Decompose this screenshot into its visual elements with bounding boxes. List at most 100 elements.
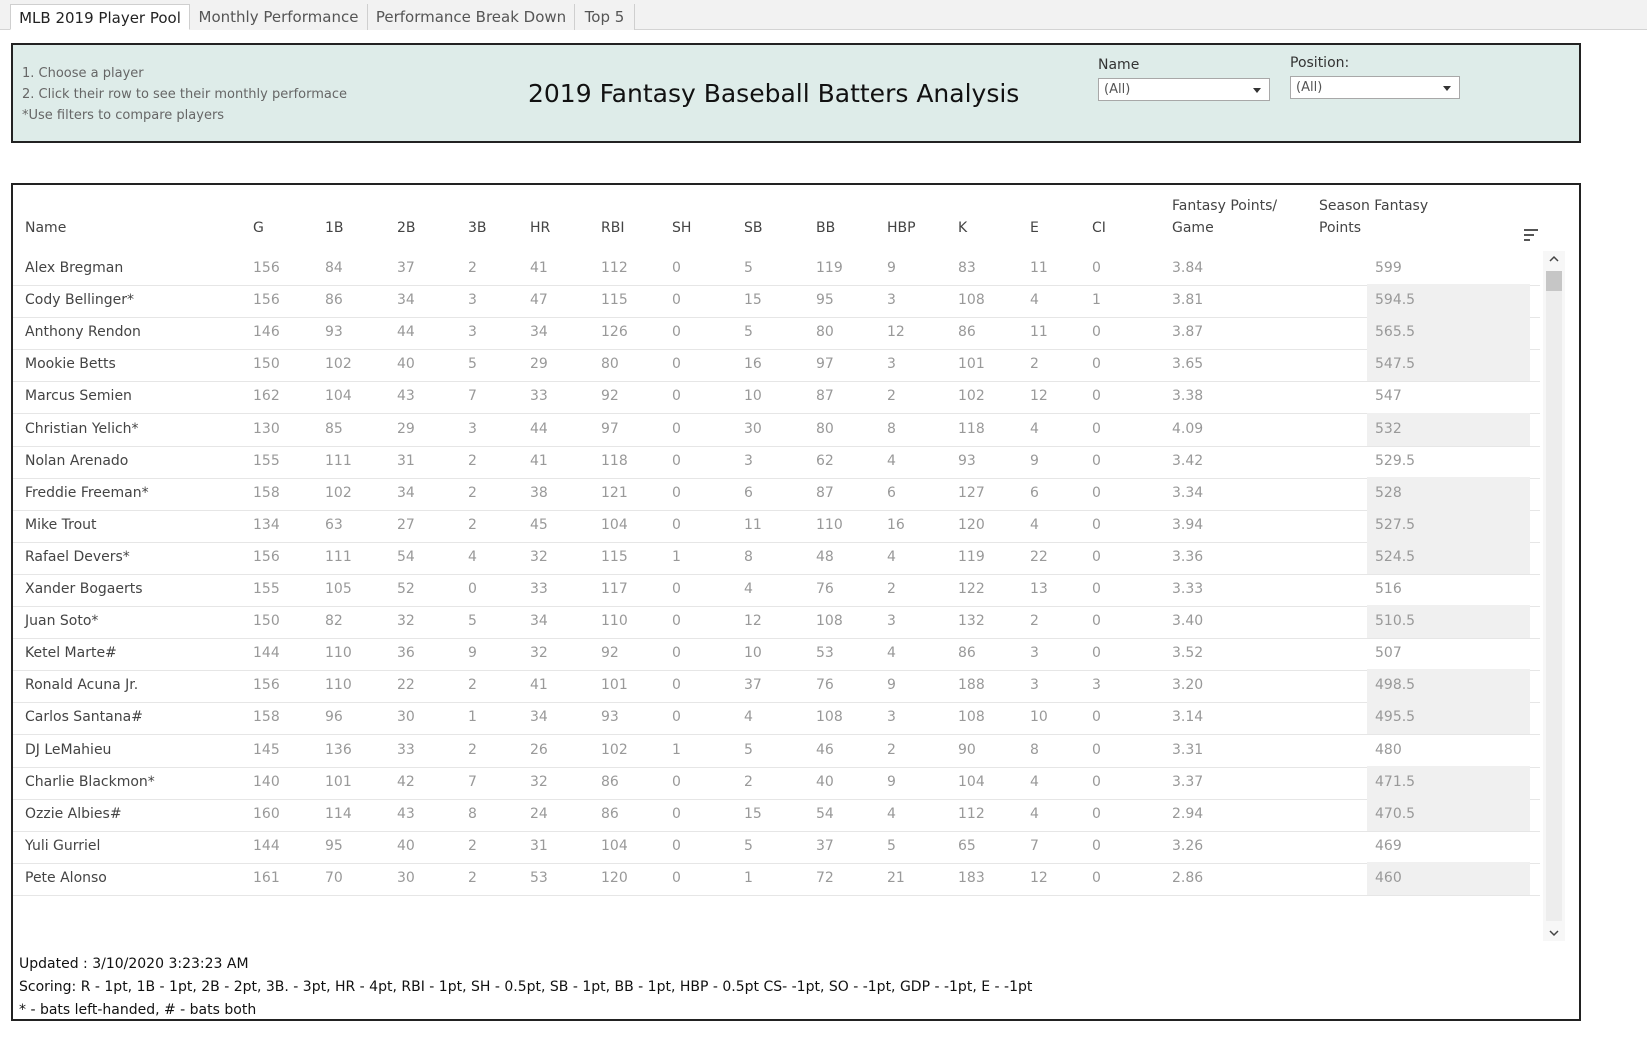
tab-bar: MLB 2019 Player Pool Monthly Performance… xyxy=(0,0,1647,30)
position-filter-dropdown[interactable]: (All) xyxy=(1290,76,1460,99)
cell-g: 156 xyxy=(253,260,280,276)
cell-bb: 76 xyxy=(816,677,834,694)
column-header-1b[interactable]: 1B xyxy=(325,220,344,236)
scroll-up-icon[interactable] xyxy=(1548,253,1560,265)
cell-e: 11 xyxy=(1030,324,1048,341)
table-row[interactable]: Freddie Freeman* 158 102 34 2 38 121 0 6 87 6 127 6 0… xyxy=(13,476,1540,511)
cell-rbi: 115 xyxy=(601,548,628,565)
table-row[interactable]: DJ LeMahieu 145 136 33 2 26 102 1 5 46 2 90 8 0 3.31 48… xyxy=(13,734,1540,768)
cell-2b: 40 xyxy=(397,837,415,854)
cell-fantasy-points-per-game: 3.37 xyxy=(1172,773,1204,790)
column-header-season-line1[interactable]: Season Fantasy xyxy=(1319,198,1429,214)
cell-hbp: 8 xyxy=(887,420,896,437)
table-row[interactable]: Rafael Devers* 156 111 54 4 32 115 1 8 48 4 119 22 0 3… xyxy=(13,540,1540,575)
tab-monthly-performance[interactable]: Monthly Performance xyxy=(190,4,368,30)
cell-rbi: 112 xyxy=(601,260,628,276)
table-row[interactable]: Mike Trout 134 63 27 2 45 104 0 11 110 16 120 4 0 3.94… xyxy=(13,508,1540,543)
cell-sh: 0 xyxy=(672,805,681,822)
column-header-3b[interactable]: 3B xyxy=(468,220,487,236)
cell-3b: 3 xyxy=(468,292,477,309)
cell-sb: 3 xyxy=(744,452,753,469)
table-row[interactable]: Cody Bellinger* 156 86 34 3 47 115 0 15 95 3 108 4 1 3… xyxy=(13,284,1540,319)
table-row[interactable]: Xander Bogaerts 155 105 52 0 33 117 0 4 76 2 122 13 0… xyxy=(13,573,1540,607)
scroll-down-icon[interactable] xyxy=(1548,927,1560,939)
table-row[interactable]: Ronald Acuna Jr. 156 110 22 2 41 101 0 37 76 9 188 3… xyxy=(13,669,1540,704)
cell-ci: 0 xyxy=(1092,516,1101,533)
scroll-thumb[interactable] xyxy=(1546,271,1562,291)
cell-ci: 0 xyxy=(1092,356,1101,373)
cell-sb: 15 xyxy=(744,292,762,309)
cell-2b: 40 xyxy=(397,356,415,373)
cell-season-fantasy-points: 495.5 xyxy=(1367,701,1530,735)
cell-1b: 136 xyxy=(325,741,352,758)
cell-e: 8 xyxy=(1030,741,1039,758)
cell-hr: 29 xyxy=(530,356,548,373)
tab-performance-break-down[interactable]: Performance Break Down xyxy=(368,4,575,30)
dropdown-caret-icon xyxy=(1253,88,1261,93)
column-header-sh[interactable]: SH xyxy=(672,220,692,236)
table-row[interactable]: Mookie Betts 150 102 40 5 29 80 0 16 97 3 101 2 0 3.65… xyxy=(13,348,1540,383)
vertical-scrollbar[interactable] xyxy=(1543,251,1565,941)
cell-g: 158 xyxy=(253,709,280,726)
column-header-ci[interactable]: CI xyxy=(1092,220,1106,236)
column-header-k[interactable]: K xyxy=(958,220,968,236)
column-header-fpg-line1[interactable]: Fantasy Points/ xyxy=(1172,198,1278,214)
table-row[interactable]: Yuli Gurriel 144 95 40 2 31 104 0 5 37 5 65 7 0 3.26 46… xyxy=(13,830,1540,864)
cell-sb: 30 xyxy=(744,420,762,437)
cell-e: 2 xyxy=(1030,613,1039,630)
cell-k: 108 xyxy=(958,292,985,309)
cell-bb: 54 xyxy=(816,805,834,822)
batting-legend: * - bats left-handed, # - bats both xyxy=(19,1002,257,1018)
cell-e: 4 xyxy=(1030,516,1039,533)
cell-fantasy-points-per-game: 2.86 xyxy=(1172,869,1204,886)
cell-hr: 24 xyxy=(530,805,548,822)
name-filter-value: (All) xyxy=(1104,82,1131,97)
cell-fantasy-points-per-game: 3.36 xyxy=(1172,548,1204,565)
column-header-g[interactable]: G xyxy=(253,220,264,236)
table-row[interactable]: Marcus Semien 162 104 43 7 33 92 0 10 87 2 102 12 0 3.… xyxy=(13,380,1540,415)
table-row[interactable]: Pete Alonso 161 70 30 2 53 120 0 1 72 21 183 12 0 2.86… xyxy=(13,861,1540,896)
table-row[interactable]: Alex Bregman 156 84 37 2 41 112 0 5 119 9 83 11 0 3.84… xyxy=(13,252,1540,286)
table-row[interactable]: Juan Soto* 150 82 32 5 34 110 0 12 108 3 132 2 0 3.40 5… xyxy=(13,605,1540,640)
cell-3b: 4 xyxy=(468,548,477,565)
table-row[interactable]: Anthony Rendon 146 93 44 3 34 126 0 5 80 12 86 11 0 3.… xyxy=(13,316,1540,351)
tab-top-5[interactable]: Top 5 xyxy=(575,4,635,30)
cell-name: Marcus Semien xyxy=(25,388,132,405)
table-row[interactable]: Ketel Marte# 144 110 36 9 32 92 0 10 53 4 86 3 0 3.52 5… xyxy=(13,637,1540,672)
cell-name: Pete Alonso xyxy=(25,869,107,886)
column-header-2b[interactable]: 2B xyxy=(397,220,416,236)
column-header-hr[interactable]: HR xyxy=(530,220,551,236)
cell-e: 4 xyxy=(1030,773,1039,790)
table-row[interactable]: Ozzie Albies# 160 114 43 8 24 86 0 15 54 4 112 4 0 2.9… xyxy=(13,797,1540,832)
column-header-season-line2[interactable]: Points xyxy=(1319,220,1362,236)
table-row[interactable]: Charlie Blackmon* 140 101 42 7 32 86 0 2 40 9 104 4 0… xyxy=(13,765,1540,800)
table-row[interactable]: Nolan Arenado 155 111 31 2 41 118 0 3 62 4 93 9 0 3.42… xyxy=(13,445,1540,479)
cell-bb: 108 xyxy=(816,709,843,726)
scroll-track[interactable] xyxy=(1546,271,1562,921)
footer-notes: Updated : 3/10/2020 3:23:23 AM Scoring: … xyxy=(19,953,1032,1022)
cell-e: 22 xyxy=(1030,548,1048,565)
cell-hbp: 21 xyxy=(887,869,905,886)
table-row[interactable]: Carlos Santana# 158 96 30 1 34 93 0 4 108 3 108 10 0 3… xyxy=(13,701,1540,736)
cell-2b: 30 xyxy=(397,709,415,726)
cell-ci: 0 xyxy=(1092,420,1101,437)
column-header-e[interactable]: E xyxy=(1030,220,1039,236)
cell-hbp: 16 xyxy=(887,516,905,533)
cell-1b: 102 xyxy=(325,356,352,373)
column-header-hbp[interactable]: HBP xyxy=(887,220,916,236)
column-header-bb[interactable]: BB xyxy=(816,220,836,236)
cell-rbi: 102 xyxy=(601,741,628,758)
cell-name: DJ LeMahieu xyxy=(25,741,112,758)
name-filter-dropdown[interactable]: (All) xyxy=(1098,78,1270,101)
column-header-name[interactable]: Name xyxy=(25,220,67,236)
cell-fantasy-points-per-game: 3.34 xyxy=(1172,484,1204,501)
column-header-rbi[interactable]: RBI xyxy=(601,220,625,236)
sort-icon[interactable] xyxy=(1524,229,1538,241)
tab-player-pool[interactable]: MLB 2019 Player Pool xyxy=(10,4,190,30)
column-header-fpg-line2[interactable]: Game xyxy=(1172,220,1214,236)
table-row[interactable]: Christian Yelich* 130 85 29 3 44 97 0 30 80 8 118 4 0… xyxy=(13,412,1540,447)
cell-name: Mike Trout xyxy=(25,516,97,533)
cell-name: Christian Yelich* xyxy=(25,420,139,437)
cell-bb: 108 xyxy=(816,613,843,630)
column-header-sb[interactable]: SB xyxy=(744,220,763,236)
